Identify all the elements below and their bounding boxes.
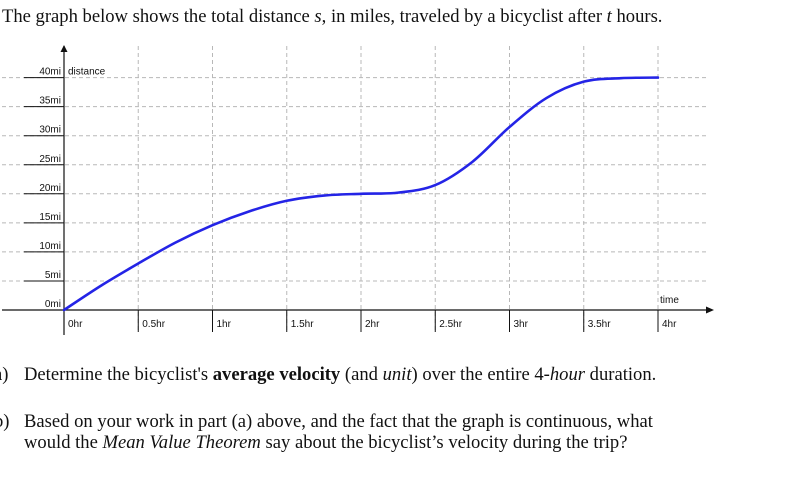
y-tick-label: 30mi	[39, 125, 61, 136]
question-b: b) Based on your work in part (a) above, …	[0, 411, 653, 453]
x-tick-label: 0hr	[68, 319, 83, 330]
x-axis-label: time	[660, 295, 679, 306]
x-tick-label: 1.5hr	[291, 319, 314, 330]
y-tick-label: 25mi	[39, 154, 61, 165]
y-tick-label: 40mi	[39, 67, 61, 78]
problem-statement: The graph below shows the total distance…	[2, 6, 792, 28]
question-a-italic: unit	[382, 364, 412, 385]
distance-time-chart: 0mi 5mi 10mi 15mi 20mi 25mi 30mi 35mi 40mi 0hr 0.5…	[2, 45, 714, 335]
question-b-line-2-end: say about the bicyclist’s velocity durin…	[260, 432, 628, 453]
chart-series	[62, 76, 660, 312]
y-tick-label: 35mi	[39, 96, 61, 107]
question-b-marker: b)	[0, 411, 10, 432]
prompt-text: The graph below shows the total distance	[2, 6, 315, 27]
question-a-text-end: duration.	[585, 364, 657, 385]
question-a-marker: a)	[0, 364, 9, 385]
prompt-text-mid: , in miles, traveled by a bicyclist afte…	[321, 6, 607, 27]
prompt-text-end: hours.	[611, 6, 663, 27]
x-tick-label: 2.5hr	[439, 319, 462, 330]
question-a-text-2: (and	[340, 364, 383, 385]
x-tick-label: 2hr	[365, 319, 380, 330]
question-a: a) Determine the bicyclist's average velo…	[0, 364, 656, 385]
x-tick-label: 0.5hr	[142, 319, 165, 330]
question-a-bold: average velocity	[212, 364, 341, 385]
question-a-text: Determine the bicyclist's	[24, 364, 213, 385]
y-tick-label: 15mi	[39, 212, 61, 223]
y-tick-label: 0mi	[45, 299, 61, 310]
y-tick-label: 5mi	[45, 270, 61, 281]
chart-ticks: 0mi 5mi 10mi 15mi 20mi 25mi 30mi 35mi 40mi 0hr 0.5…	[24, 67, 677, 332]
distance-curve	[62, 76, 660, 312]
x-axis-arrow	[706, 306, 714, 314]
variable-t: t	[606, 6, 612, 27]
question-a-italic-2: hour	[549, 364, 586, 385]
x-tick-label: 3hr	[514, 319, 529, 330]
question-a-text-3: ) over the entire 4-	[411, 364, 550, 385]
question-b-mvt: Mean Value Theorem	[102, 432, 261, 453]
chart-grid	[2, 46, 708, 332]
x-tick-label: 4hr	[662, 319, 677, 330]
question-b-line-2: would the	[24, 432, 103, 453]
x-tick-label: 1hr	[217, 319, 232, 330]
y-axis-label: distance	[68, 67, 106, 78]
y-axis-arrow	[60, 45, 68, 52]
question-b-line-1: Based on your work in part (a) above, an…	[24, 411, 653, 432]
y-tick-label: 20mi	[39, 183, 61, 194]
y-tick-label: 10mi	[39, 241, 61, 252]
chart-axes	[2, 45, 714, 335]
variable-s: s	[314, 6, 322, 27]
x-tick-label: 3.5hr	[588, 319, 611, 330]
